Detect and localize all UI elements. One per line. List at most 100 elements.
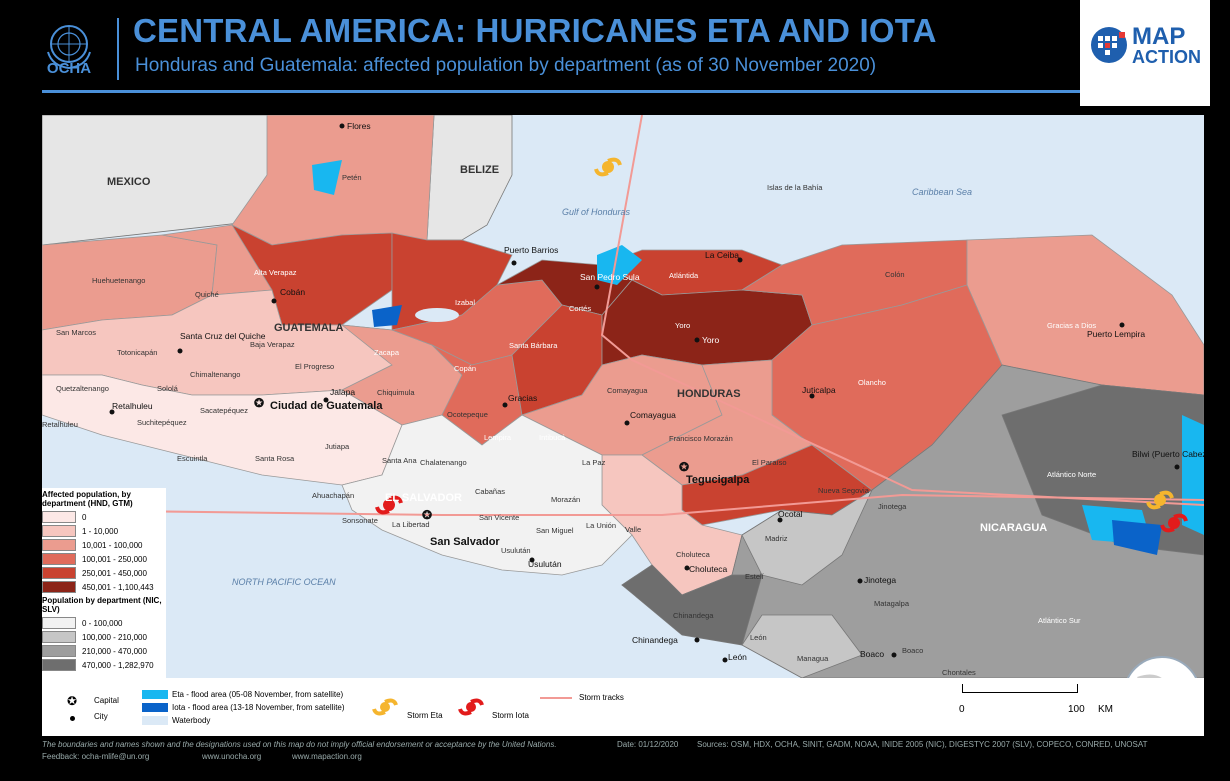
iota-flood-areas [372,305,1162,555]
affected-legend-row: 250,001 - 450,000 [42,566,166,580]
legend-storm-tracks: Storm tracks [579,693,624,702]
legend-eta-flood: Eta - flood area (05-08 November, from s… [172,690,344,699]
dept-label: Santa Ana [382,456,417,465]
footer: The boundaries and names shown and the d… [42,740,1204,770]
iota-flood-swatch [142,703,168,712]
capital-icon: ✪ [254,396,265,410]
dept-label: Valle [625,525,641,534]
affected-legend-label: 100,001 - 250,000 [82,554,147,564]
label-honduras: HONDURAS [677,388,741,400]
affected-legend-swatch [42,553,76,565]
header-divider [117,18,119,80]
dept-label: La Unión [586,521,616,530]
city-label: Puerto Lempira [1087,329,1145,339]
legend-affected-title: Affected population, by department (HND,… [42,490,133,508]
dept-label: Jutiapa [325,442,350,451]
dept-label: San Miguel [536,526,574,535]
dept-label: Usulután [501,546,531,555]
dept-label: Francisco Morazán [669,434,733,443]
dept-label: La Paz [582,458,606,467]
affected-legend-swatch [42,525,76,537]
population-legend-swatch [42,659,76,671]
map-legend: ✪ Capital City Eta - flood area (05-08 N… [42,678,1204,736]
dept-label: Sacatepéquez [200,406,248,415]
dept-label: Choluteca [676,550,711,559]
capital-label: San Salvador [430,536,500,548]
dept-label: Gracias a Dios [1047,321,1096,330]
mapaction-logo [1080,0,1210,106]
dept-label: La Libertad [392,520,430,529]
affected-legend-swatch [42,539,76,551]
dept-label: Totonicapán [117,348,157,357]
population-legend-swatch [42,645,76,657]
dept-label: Suchitepéquez [137,418,187,427]
population-legend-label: 0 - 100,000 [82,618,123,628]
affected-legend-swatch [42,511,76,523]
population-legend-label: 470,000 - 1,282,970 [82,660,154,670]
dept-label: Ahuachapán [312,491,354,500]
choropleth-legend: Affected population, by department (HND,… [42,488,166,678]
page-subtitle: Honduras and Guatemala: affected populat… [135,55,877,76]
label-el-salvador: EL SALVADOR [385,492,462,504]
dept-label: Izabal [455,298,475,307]
footer-web-mapaction[interactable]: www.mapaction.org [292,752,362,761]
dept-label: Quetzaltenango [56,384,109,393]
storm-track-iota [42,493,1204,516]
dept-label: Comayagua [607,386,648,395]
city-label: Yoro [702,335,719,345]
legend-waterbody: Waterbody [172,716,211,725]
dept-label: Yoro [675,321,690,330]
population-legend-swatch [42,617,76,629]
affected-legend-label: 0 [82,512,87,522]
city-label: Cobán [280,287,305,297]
city-label: Puerto Barrios [504,245,558,255]
affected-legend-row: 10,001 - 100,000 [42,538,166,552]
label-belize: BELIZE [460,164,499,176]
population-legend-row: 470,000 - 1,282,970 [42,658,166,672]
capital-icon: ✪ [679,460,690,474]
affected-legend-swatch [42,567,76,579]
mapaction-globe-icon [1091,27,1127,63]
dept-label: El Progreso [295,362,334,371]
footer-sources: Sources: OSM, HDX, OCHA, SINIT, GADM, NO… [697,740,1148,749]
footer-feedback[interactable]: Feedback: ocha-mlife@un.org [42,752,150,761]
footer-date: Date: 01/12/2020 [617,740,679,749]
capital-icon: ✪ [422,508,433,522]
dept-label: Morazán [551,495,580,504]
dept-label: San Vicente [479,513,519,522]
city-label: Boaco [860,649,884,659]
affected-legend-label: 1 - 10,000 [82,526,119,536]
dept-label: El Paraíso [752,458,787,467]
dept-label: Alta Verapaz [254,268,297,277]
scale-max: 100 [1068,704,1085,715]
dept-label: Nueva Segovia [818,486,870,495]
country-el-salvador [341,414,633,576]
dept-leon-managua [741,614,863,678]
scale-bar [962,684,1078,693]
map-canvas[interactable]: MEXICO BELIZE GUATEMALA HONDURAS EL SALV… [42,115,1204,678]
un-emblem-icon [47,25,91,70]
city-label: Ocotal [778,509,803,519]
population-legend-label: 210,000 - 470,000 [82,646,147,656]
dept-label: Chontales [942,668,976,677]
dept-label: Atlántico Norte [1047,470,1096,479]
city-label: La Ceiba [705,250,739,260]
affected-legend-row: 0 [42,510,166,524]
dept-label: Zacapa [374,348,400,357]
legend-storm-iota: Storm Iota [492,711,529,720]
storm-eta-icon [594,157,622,177]
population-legend-row: 100,000 - 210,000 [42,630,166,644]
dept-label: Chalatenango [420,458,467,467]
dept-label: Atlántida [669,271,699,280]
footer-web-unocha[interactable]: www.unocha.org [202,752,262,761]
dept-label: Colón [885,270,905,279]
city-label: Gracias [508,393,537,403]
legend-capital: Capital [94,696,119,705]
storm-iota-icon-east [1160,513,1188,533]
map-frame[interactable]: MEXICO BELIZE GUATEMALA HONDURAS EL SALV… [42,115,1204,678]
dept-label: León [750,633,767,642]
dept-label: Atlántico Sur [1038,616,1081,625]
legend-storm-eta: Storm Eta [407,711,443,720]
locator-globe [1126,656,1198,678]
affected-legend-row: 100,001 - 250,000 [42,552,166,566]
